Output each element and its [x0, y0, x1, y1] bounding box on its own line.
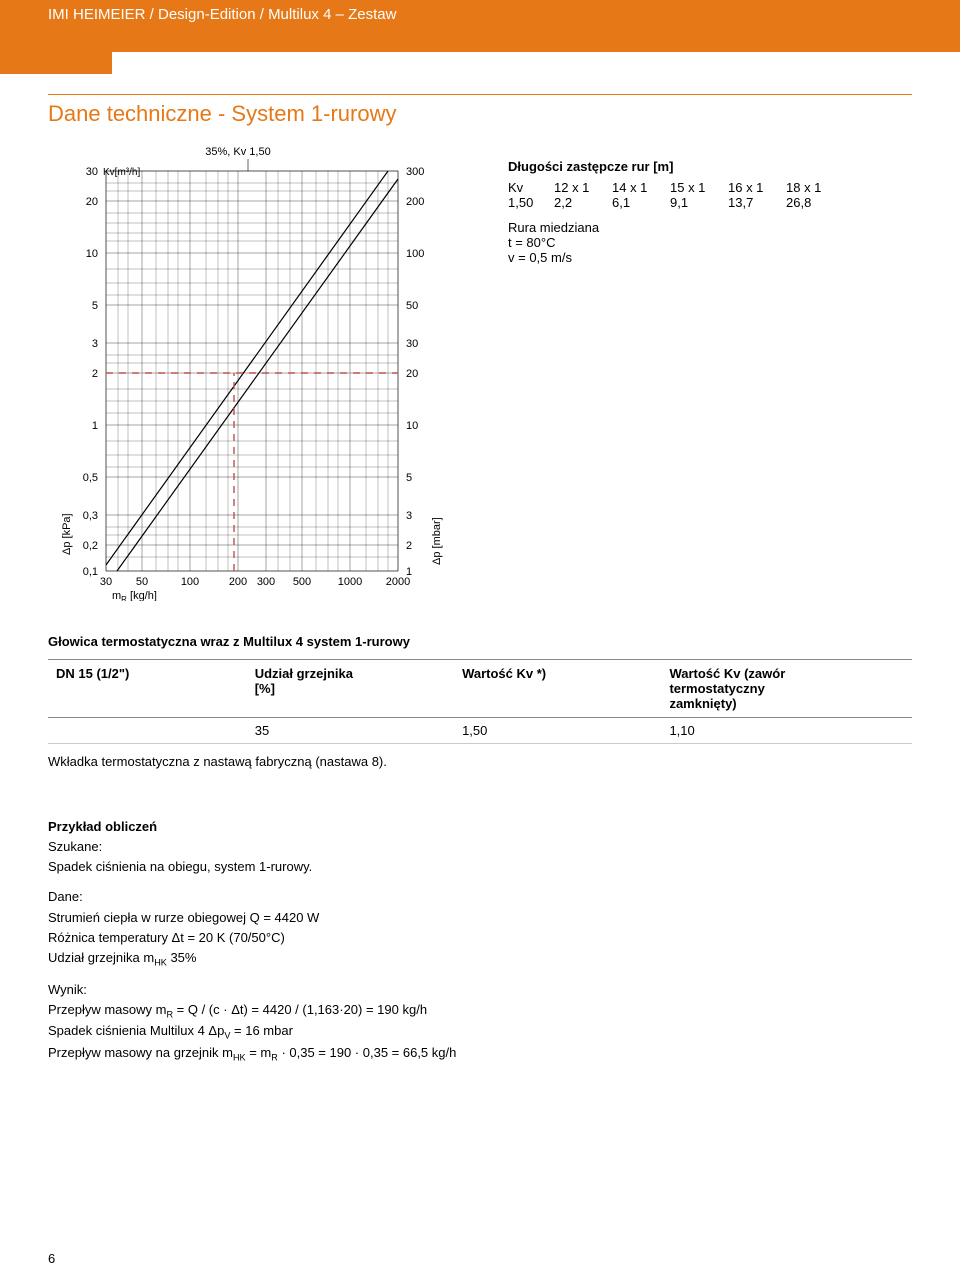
table-header: Udział grzejnika[%] — [247, 660, 454, 718]
svg-text:200: 200 — [229, 576, 247, 588]
table-row: 35 1,50 1,10 — [48, 718, 912, 744]
chart-y-left-label: Δp [kPa] — [61, 513, 73, 555]
svg-text:0,3: 0,3 — [83, 510, 98, 522]
svg-text:20: 20 — [406, 368, 418, 380]
header-accent — [0, 52, 112, 74]
kv-label: Kv — [508, 180, 554, 195]
section-title: Dane techniczne - System 1-rurowy — [48, 94, 912, 127]
calc-szukane: Spadek ciśnienia na obiegu, system 1-rur… — [48, 857, 912, 877]
calc-dane-label: Dane: — [48, 889, 83, 904]
breadcrumb: IMI HEIMEIER / Design-Edition / Multilux… — [48, 6, 396, 23]
calc-szukane-label: Szukane: — [48, 837, 912, 857]
svg-text:50: 50 — [136, 576, 148, 588]
svg-text:2: 2 — [92, 368, 98, 380]
page-header: IMI HEIMEIER / Design-Edition / Multilux… — [0, 0, 960, 52]
chart-y-right-label: Δp [mbar] — [431, 517, 443, 565]
svg-text:200: 200 — [406, 196, 424, 208]
svg-text:1: 1 — [92, 420, 98, 432]
svg-text:0,2: 0,2 — [83, 540, 98, 552]
svg-text:10: 10 — [406, 420, 418, 432]
table-caption: Głowica termostatyczna wraz z Multilux 4… — [48, 634, 912, 649]
svg-text:30: 30 — [86, 166, 98, 178]
chart-top-label: 35%, Kv 1,50 — [205, 146, 270, 158]
svg-text:10: 10 — [86, 248, 98, 260]
page-number: 6 — [48, 1251, 55, 1266]
calc-wynik-label: Wynik: — [48, 982, 87, 997]
svg-text:20: 20 — [86, 196, 98, 208]
svg-text:100: 100 — [406, 248, 424, 260]
svg-text:5: 5 — [92, 300, 98, 312]
svg-text:0,1: 0,1 — [83, 566, 98, 578]
table-header: Wartość Kv (zawórtermostatycznyzamknięty… — [661, 660, 912, 718]
svg-text:0,5: 0,5 — [83, 472, 98, 484]
info-title: Długości zastępcze rur [m] — [508, 159, 912, 174]
svg-text:3: 3 — [406, 510, 412, 522]
svg-text:1000: 1000 — [338, 576, 362, 588]
calc-title: Przykład obliczeń — [48, 817, 912, 837]
table-header: Wartość Kv *) — [454, 660, 661, 718]
pipe-length-info: Długości zastępcze rur [m] Kv 12 x 1 14 … — [508, 141, 912, 265]
svg-text:30: 30 — [100, 576, 112, 588]
svg-text:300: 300 — [406, 166, 424, 178]
chart-x-label: mR [kg/h] — [112, 590, 157, 601]
svg-text:5: 5 — [406, 472, 412, 484]
svg-text:2000: 2000 — [386, 576, 410, 588]
svg-text:300: 300 — [257, 576, 275, 588]
spec-table: DN 15 (1/2") Udział grzejnika[%] Wartość… — [48, 659, 912, 744]
svg-text:3: 3 — [92, 338, 98, 350]
pressure-flow-chart: 35%, Kv 1,50 Kv[m³/h] — [48, 141, 448, 606]
svg-text:100: 100 — [181, 576, 199, 588]
svg-text:50: 50 — [406, 300, 418, 312]
table-header: DN 15 (1/2") — [48, 660, 247, 718]
svg-text:2: 2 — [406, 540, 412, 552]
chart-kv-unit: Kv[m³/h] — [103, 167, 140, 178]
table-note: Wkładka termostatyczna z nastawą fabrycz… — [48, 754, 912, 769]
svg-text:30: 30 — [406, 338, 418, 350]
svg-text:500: 500 — [293, 576, 311, 588]
